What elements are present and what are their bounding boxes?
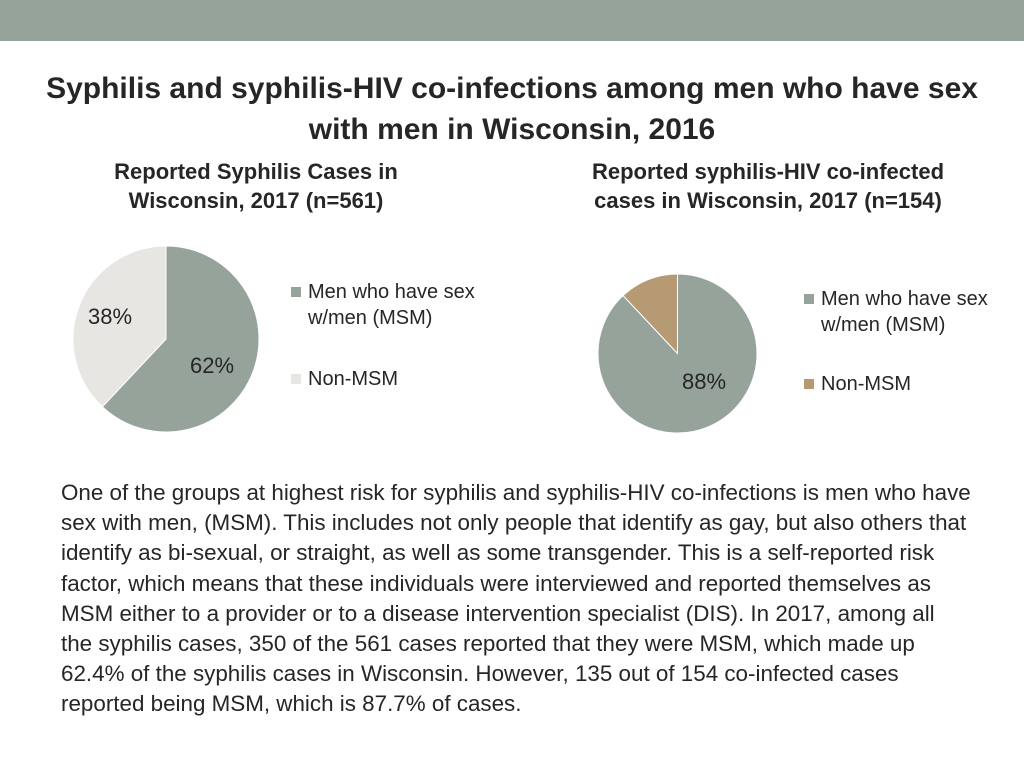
legend-label-non-msm: Non-MSM	[308, 368, 399, 390]
pie-chart-syphilis	[72, 245, 260, 433]
legend-label-non-msm-coinfection: Non-MSM	[821, 373, 912, 395]
pie-slice-non-msm	[72, 245, 167, 408]
legend-coinfection: Men who have sex w/men (MSM) Non-MSM	[804, 286, 1024, 397]
legend-item-non-msm-coinfection: Non-MSM	[804, 371, 1024, 397]
legend-swatch-non-msm	[291, 374, 301, 384]
pie-chart-coinfection	[597, 273, 758, 434]
chart-title-coinfection: Reported syphilis-HIV co-infected cases …	[591, 159, 945, 213]
legend-item-msm-coinfection: Men who have sex w/men (MSM)	[804, 286, 1024, 338]
pie-slice-msm	[101, 245, 260, 433]
legend-swatch-msm-coinfection	[804, 294, 814, 304]
pie-label-msm-coinfection: 88%	[682, 369, 727, 394]
legend-swatch-msm	[291, 287, 301, 297]
pie-slice-non-msm-coinfection	[622, 273, 678, 355]
chart-title-syphilis: Reported Syphilis Cases in Wisconsin, 20…	[114, 159, 398, 213]
legend-swatch-non-msm-coinfection	[804, 379, 814, 389]
legend-label-msm: Men who have sex w/men (MSM)	[308, 281, 475, 329]
body-paragraph: One of the groups at highest risk for sy…	[61, 480, 971, 717]
legend-label-msm-coinfection: Men who have sex w/men (MSM)	[821, 288, 988, 336]
legend-syphilis: Men who have sex w/men (MSM) Non-MSM	[291, 279, 521, 392]
legend-item-non-msm: Non-MSM	[291, 366, 521, 392]
legend-item-msm: Men who have sex w/men (MSM)	[291, 279, 521, 331]
pie-label-msm: 62%	[190, 353, 235, 378]
top-banner	[0, 0, 1024, 41]
pie-label-non-msm: 38%	[88, 304, 133, 329]
slide-title: Syphilis and syphilis-HIV co-infections …	[46, 72, 978, 146]
